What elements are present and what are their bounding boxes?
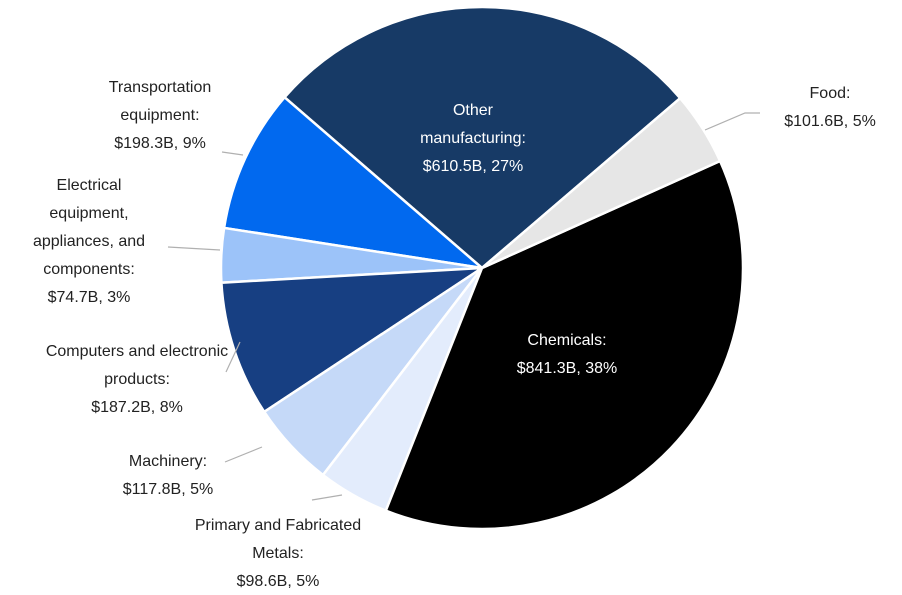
pie-slice [384, 159, 745, 531]
category-label: Primary and Fabricated Metals: [194, 517, 362, 562]
leader-line [221, 151, 244, 156]
slice-label: Other manufacturing: $610.5B, 27% [398, 97, 548, 181]
slice-label: Primary and Fabricated Metals: $98.6B, 5% [193, 512, 363, 595]
value-label: $841.3B, 38% [516, 360, 618, 377]
slice-label: Electrical equipment, appliances, and co… [15, 172, 163, 312]
leader-line [167, 246, 221, 251]
category-label: Electrical equipment, appliances, and co… [32, 177, 146, 278]
pie-slice [220, 266, 487, 414]
value-label: $101.6B, 5% [784, 113, 876, 130]
pie-slice [282, 5, 682, 270]
value-label: $610.5B, 27% [422, 158, 524, 175]
value-label: $117.8B, 5% [122, 481, 214, 498]
slice-label: Food: $101.6B, 5% [760, 80, 900, 136]
slice-label: Machinery: $117.8B, 5% [98, 448, 238, 504]
value-label: $98.6B, 5% [236, 573, 320, 590]
value-label: $187.2B, 8% [91, 399, 183, 416]
category-label: Food: [809, 85, 851, 102]
slice-label: Computers and electronic products: $187.2… [37, 338, 237, 422]
pie-slice [481, 96, 722, 270]
slice-label: Transportation equipment: $198.3B, 9% [80, 74, 240, 158]
category-label: Computers and electronic products: [45, 343, 229, 388]
value-label: $74.7B, 3% [47, 289, 131, 306]
category-label: Other manufacturing: [420, 102, 526, 147]
category-label: Transportation equipment: [108, 79, 212, 124]
leader-line [224, 446, 263, 463]
leader-line [225, 341, 241, 373]
pie-slice [222, 95, 487, 270]
leader-line [704, 112, 760, 131]
value-label: $198.3B, 9% [114, 135, 206, 152]
category-label: Machinery: [128, 453, 208, 470]
slice-label: Chemicals: $841.3B, 38% [497, 327, 637, 383]
category-label: Chemicals: [527, 332, 607, 349]
leader-line [311, 494, 343, 501]
